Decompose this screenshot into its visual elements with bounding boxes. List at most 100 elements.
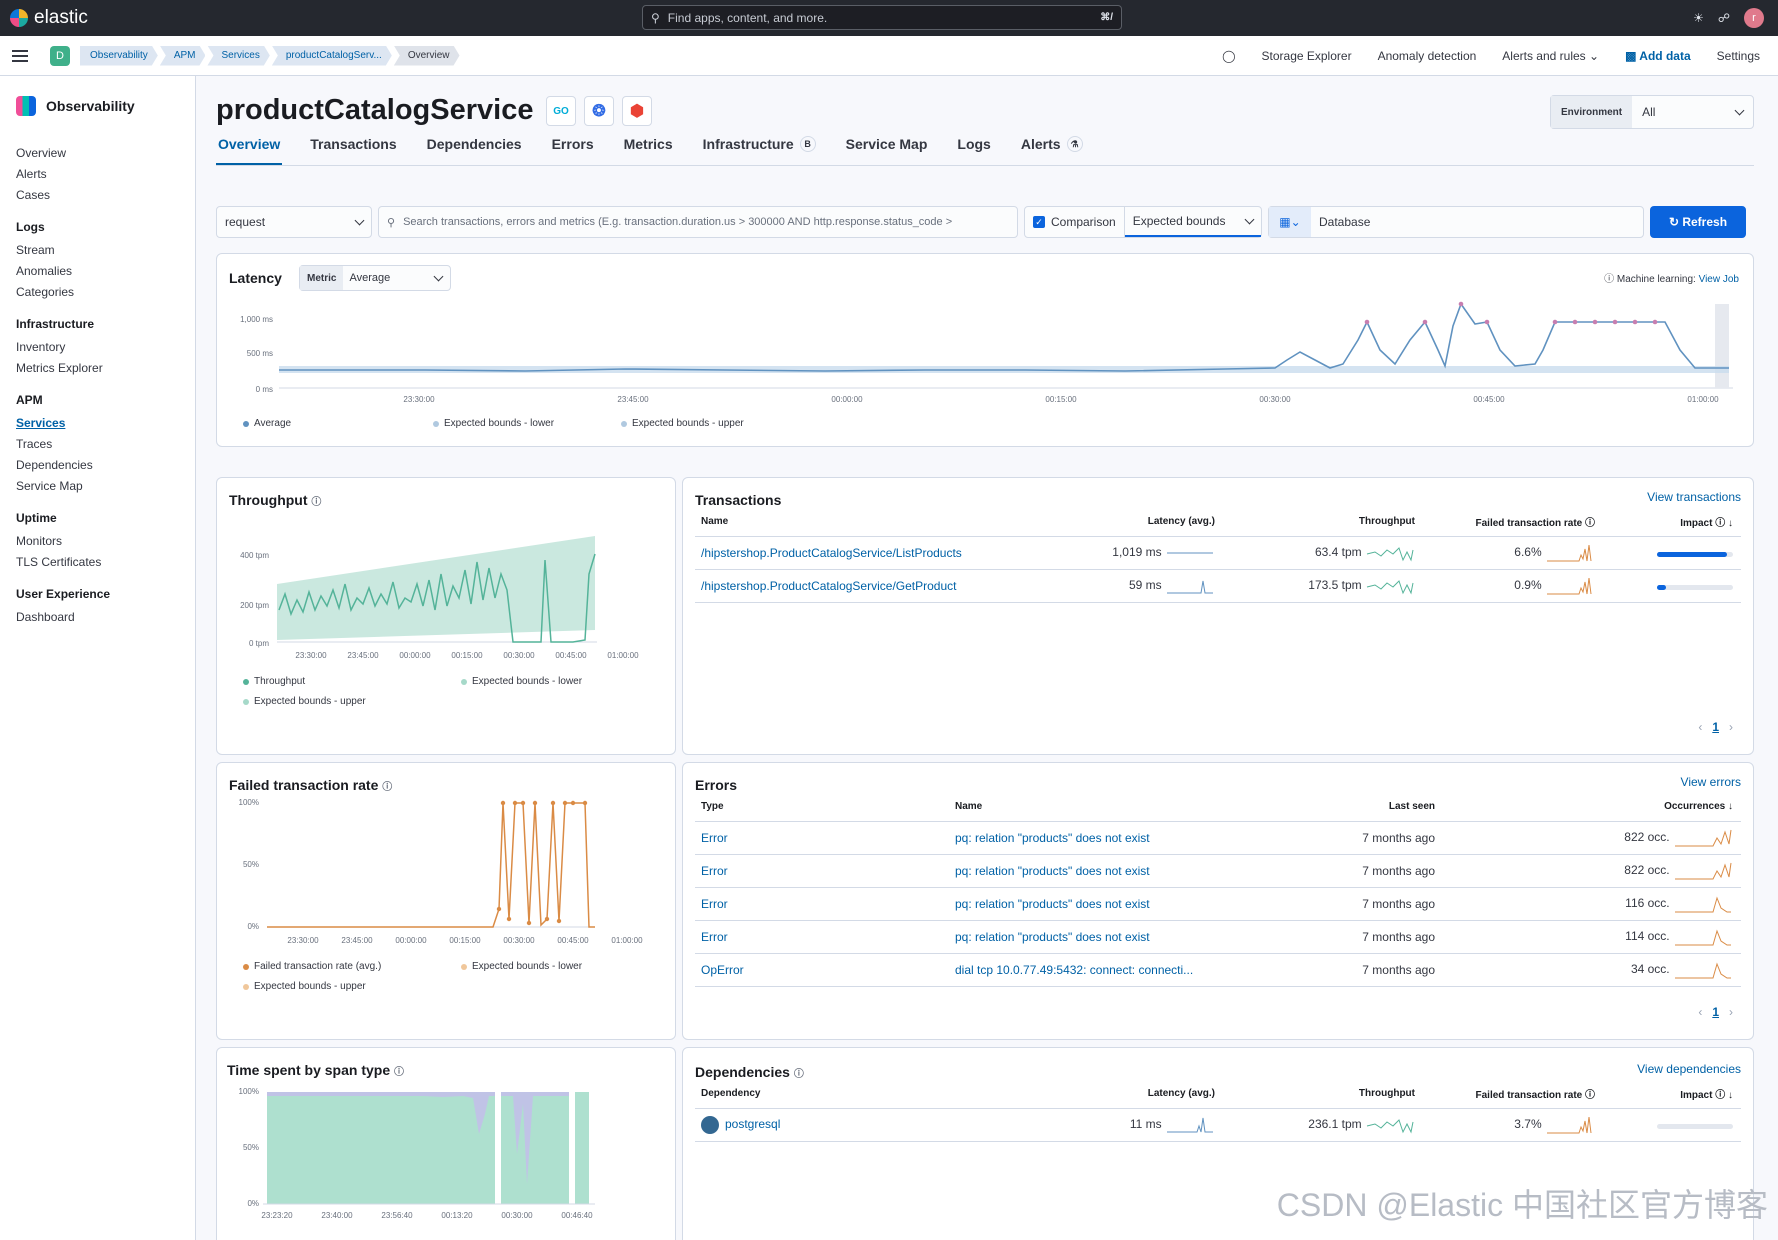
- legend-bounds-upper[interactable]: Expected bounds - upper: [243, 696, 366, 707]
- column-header-type[interactable]: Type: [695, 793, 955, 822]
- legend-bounds-upper[interactable]: Expected bounds - upper: [243, 981, 366, 992]
- settings-link[interactable]: Settings: [1716, 48, 1760, 63]
- chevron-right-icon[interactable]: ›: [1729, 720, 1733, 734]
- glasses-icon[interactable]: ◯: [1222, 48, 1236, 63]
- breadcrumb-observability[interactable]: Observability: [80, 46, 158, 66]
- sidebar-item-traces[interactable]: Traces: [16, 437, 53, 451]
- refresh-button[interactable]: ↻ Refresh: [1650, 206, 1746, 238]
- user-avatar[interactable]: r: [1744, 8, 1764, 28]
- sidebar-item-cases[interactable]: Cases: [16, 188, 51, 202]
- legend-bounds-lower[interactable]: Expected bounds - lower: [461, 676, 582, 687]
- column-header-occurrences[interactable]: Occurrences ↓: [1435, 793, 1741, 822]
- legend-failed-rate[interactable]: Failed transaction rate (avg.): [243, 961, 381, 972]
- sidebar-item-metrics-explorer[interactable]: Metrics Explorer: [16, 361, 103, 375]
- calendar-icon[interactable]: ▦⌄: [1269, 207, 1311, 237]
- breadcrumb-apm[interactable]: APM: [160, 46, 206, 66]
- table-row: /hipstershop.ProductCatalogService/ListP…: [695, 536, 1741, 570]
- error-type-link[interactable]: Error: [701, 929, 728, 944]
- column-header-impact[interactable]: Impact ⓘ ↓: [1595, 1080, 1741, 1109]
- space-selector[interactable]: D: [50, 45, 70, 66]
- tab-overview[interactable]: Overview: [216, 136, 283, 165]
- sidebar-item-overview[interactable]: Overview: [16, 146, 67, 160]
- chevron-left-icon[interactable]: ‹: [1698, 1005, 1703, 1019]
- view-dependencies-link[interactable]: View dependencies: [1637, 1062, 1741, 1076]
- error-name-link[interactable]: pq: relation "products" does not exist: [955, 830, 1150, 845]
- breadcrumb-services[interactable]: Services: [207, 46, 269, 66]
- legend-average[interactable]: Average: [243, 418, 291, 429]
- column-header-impact[interactable]: Impact ⓘ ↓: [1595, 508, 1741, 537]
- sidebar-item-dependencies[interactable]: Dependencies: [16, 458, 93, 472]
- global-search-input[interactable]: ⚲ Find apps, content, and more. ⌘/: [642, 5, 1122, 30]
- sidebar-item-dashboard[interactable]: Dashboard: [16, 610, 75, 624]
- column-header-throughput[interactable]: Throughput: [1215, 508, 1415, 537]
- storage-explorer-link[interactable]: Storage Explorer: [1261, 48, 1352, 63]
- dependency-link[interactable]: postgresql: [725, 1116, 781, 1131]
- tab-infrastructure[interactable]: Infrastructure B: [701, 136, 818, 165]
- chevron-left-icon[interactable]: ‹: [1698, 720, 1703, 734]
- add-data-link[interactable]: ▩ Add data: [1625, 48, 1691, 63]
- legend-bounds-lower[interactable]: Expected bounds - lower: [433, 418, 554, 429]
- tab-alerts[interactable]: Alerts ⚗: [1019, 136, 1085, 165]
- sidebar-item-monitors[interactable]: Monitors: [16, 534, 63, 548]
- news-feed-icon[interactable]: ☍: [1717, 11, 1730, 25]
- error-name-link[interactable]: pq: relation "products" does not exist: [955, 863, 1150, 878]
- column-header-latency[interactable]: Latency (avg.): [1075, 508, 1215, 537]
- column-header-name[interactable]: Name: [955, 793, 1295, 822]
- error-type-link[interactable]: Error: [701, 863, 728, 878]
- view-transactions-link[interactable]: View transactions: [1647, 490, 1741, 504]
- column-header-failed[interactable]: Failed transaction rate ⓘ: [1415, 508, 1595, 537]
- view-errors-link[interactable]: View errors: [1680, 775, 1741, 789]
- transaction-type-select[interactable]: request: [216, 206, 372, 238]
- error-name-link[interactable]: pq: relation "products" does not exist: [955, 929, 1150, 944]
- tab-transactions[interactable]: Transactions: [310, 136, 397, 152]
- page-number[interactable]: 1: [1712, 720, 1719, 734]
- comparison-checkbox[interactable]: ✓ Comparison: [1025, 207, 1125, 237]
- column-header-failed[interactable]: Failed transaction rate ⓘ: [1415, 1080, 1595, 1109]
- sidebar-item-alerts[interactable]: Alerts: [16, 167, 47, 181]
- latency-value: 1,019 ms: [1112, 544, 1162, 559]
- column-header-dependency[interactable]: Dependency: [695, 1080, 1075, 1109]
- transaction-link[interactable]: /hipstershop.ProductCatalogService/ListP…: [701, 545, 962, 560]
- date-picker[interactable]: ▦⌄ Database: [1268, 206, 1644, 238]
- column-header-throughput[interactable]: Throughput: [1215, 1080, 1415, 1109]
- column-header-name[interactable]: Name: [695, 508, 1075, 537]
- sidebar-item-inventory[interactable]: Inventory: [16, 340, 66, 354]
- sidebar-item-services[interactable]: Services: [16, 416, 66, 430]
- kql-search-input[interactable]: ⚲ Search transactions, errors and metric…: [378, 206, 1018, 238]
- legend-bounds-upper[interactable]: Expected bounds - upper: [621, 418, 744, 429]
- sidebar-item-anomalies[interactable]: Anomalies: [16, 264, 73, 278]
- page-number[interactable]: 1: [1712, 1005, 1719, 1019]
- error-type-link[interactable]: Error: [701, 830, 728, 845]
- help-icon[interactable]: ☀: [1693, 11, 1704, 25]
- alerts-rules-menu[interactable]: Alerts and rules ⌄: [1502, 48, 1600, 63]
- latency-metric-select[interactable]: Metric Average: [299, 265, 451, 291]
- sidebar-item-service-map[interactable]: Service Map: [16, 479, 83, 493]
- sidebar-item-categories[interactable]: Categories: [16, 285, 75, 299]
- watermark: CSDN @Elastic 中国社区官方博客: [1276, 1187, 1768, 1223]
- tab-errors[interactable]: Errors: [551, 136, 594, 152]
- column-header-last-seen[interactable]: Last seen: [1295, 793, 1435, 822]
- elastic-logo[interactable]: elastic: [10, 7, 88, 29]
- data-point: [556, 918, 562, 924]
- transaction-link[interactable]: /hipstershop.ProductCatalogService/GetPr…: [701, 578, 957, 593]
- error-name-link[interactable]: pq: relation "products" does not exist: [955, 896, 1150, 911]
- error-name-link[interactable]: dial tcp 10.0.77.49:5432: connect: conne…: [955, 962, 1194, 977]
- sidebar-item-stream[interactable]: Stream: [16, 243, 55, 257]
- tab-dependencies[interactable]: Dependencies: [426, 136, 522, 152]
- chevron-right-icon[interactable]: ›: [1729, 1005, 1733, 1019]
- tab-logs[interactable]: Logs: [957, 136, 991, 152]
- comparison-select[interactable]: Expected bounds: [1124, 207, 1261, 237]
- menu-toggle-icon[interactable]: [12, 49, 28, 62]
- breadcrumb-service[interactable]: productCatalogServ...: [272, 46, 392, 66]
- ml-link[interactable]: ⓘ Machine learning: View Job: [1604, 274, 1739, 285]
- error-type-link[interactable]: OpError: [701, 962, 744, 977]
- column-header-latency[interactable]: Latency (avg.): [1075, 1080, 1215, 1109]
- anomaly-detection-link[interactable]: Anomaly detection: [1377, 48, 1477, 63]
- legend-throughput[interactable]: Throughput: [243, 676, 305, 687]
- tab-service-map[interactable]: Service Map: [845, 136, 928, 152]
- tab-metrics[interactable]: Metrics: [623, 136, 673, 152]
- legend-bounds-lower[interactable]: Expected bounds - lower: [461, 961, 582, 972]
- environment-selector[interactable]: Environment All: [1550, 95, 1754, 129]
- sidebar-item-tls[interactable]: TLS Certificates: [16, 555, 102, 569]
- error-type-link[interactable]: Error: [701, 896, 728, 911]
